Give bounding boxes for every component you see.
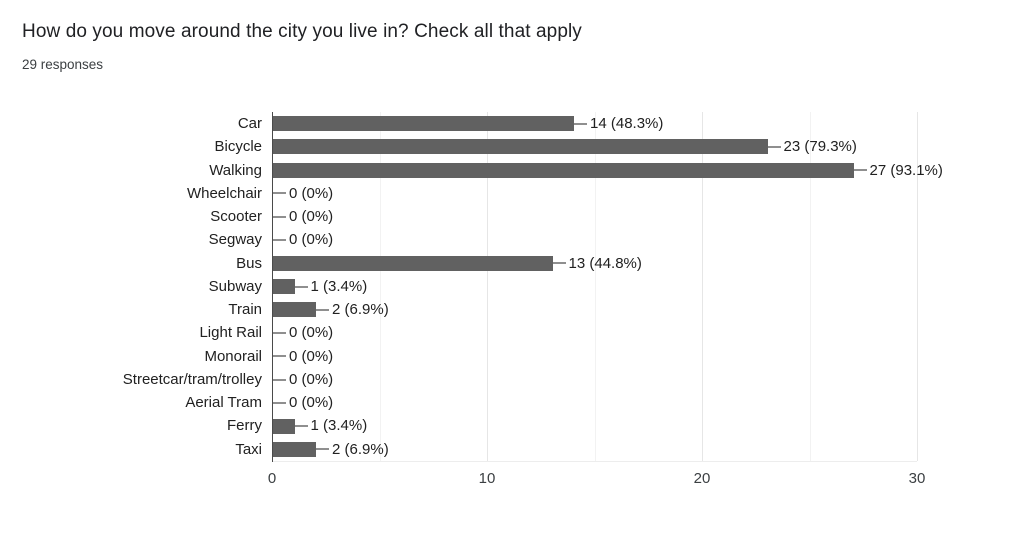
value-label: 0 (0%) [289,347,334,365]
bar[interactable] [273,139,768,155]
value-label: 1 (3.4%) [310,417,368,435]
bar[interactable] [273,418,295,434]
category-label: Taxi [235,440,262,458]
value-label: 2 (6.9%) [332,440,389,458]
category-label: Car [237,115,262,132]
bar[interactable] [273,441,316,457]
value-label: 1 (3.4%) [310,277,368,295]
value-label: 0 (0%) [289,231,334,249]
value-label: 0 (0%) [289,370,334,388]
value-label: 0 (0%) [289,208,334,226]
question-title: How do you move around the city you live… [22,21,582,42]
gridline-major [917,112,918,461]
category-label: Streetcar/tram/trolley [122,370,262,388]
gridline-major [702,112,703,461]
response-count: 29 responses [22,57,104,72]
y-axis-line [272,112,273,462]
x-tick-label: 30 [908,470,926,487]
value-label: 0 (0%) [289,184,334,202]
connector-line [273,332,286,335]
category-label: Bus [236,254,262,272]
category-label: Monorail [204,347,262,365]
category-label: Bicycle [214,138,262,156]
category-label: Walking [209,161,262,179]
connector-line [316,308,329,311]
value-label: 13 (44.8%) [568,254,642,272]
connector-line [294,285,308,288]
value-label: 0 (0%) [289,394,334,412]
connector-line [316,448,329,451]
connector-line [767,145,781,148]
value-label: 0 (0%) [289,324,334,342]
category-label: Ferry [227,417,262,435]
gridline-minor [809,112,811,461]
connector-line [273,238,286,241]
bar[interactable] [273,162,854,178]
connector-line [273,215,286,218]
x-tick-label: 10 [478,470,496,487]
gridline-major [487,112,488,461]
category-label: Wheelchair [186,184,262,202]
value-label: 23 (79.3%) [783,138,857,156]
gridline-minor [379,112,381,461]
bar[interactable] [273,255,553,271]
category-label: Subway [208,277,262,295]
bar[interactable] [273,116,574,132]
connector-line [552,262,566,265]
connector-line [574,122,587,125]
connector-line [273,378,286,381]
gridline-minor [594,112,596,461]
value-label: 14 (48.3%) [590,115,664,132]
connector-line [273,355,286,358]
value-label: 27 (93.1%) [869,161,943,179]
category-label: Aerial Tram [185,394,262,412]
plot-bottom-edge [272,461,917,462]
category-label: Segway [208,231,262,249]
connector-line [853,169,867,172]
category-label: Scooter [210,208,262,226]
category-label: Light Rail [199,324,262,342]
connector-line [273,192,286,195]
category-label: Train [228,301,262,319]
x-tick-label: 20 [693,470,711,487]
connector-line [273,401,286,404]
bar[interactable] [273,279,295,294]
bar[interactable] [273,302,316,318]
x-tick-label: 0 [267,470,277,487]
value-label: 2 (6.9%) [332,301,389,319]
connector-line [294,425,308,428]
